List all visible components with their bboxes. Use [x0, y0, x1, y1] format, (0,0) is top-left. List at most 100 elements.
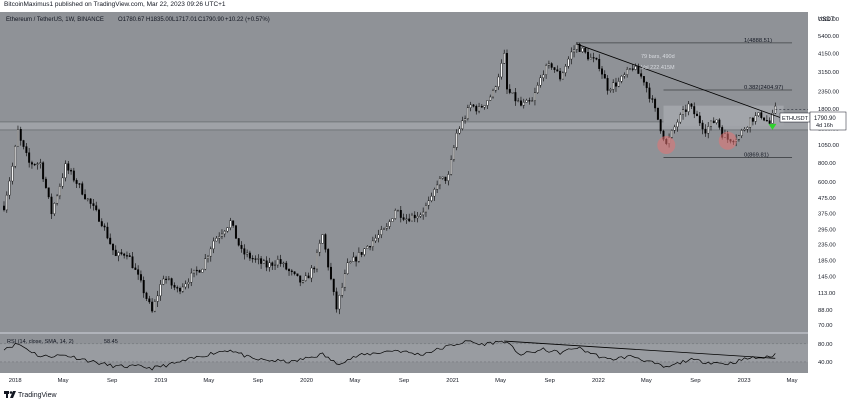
candle-body-17: [50, 196, 53, 215]
candle-body-98: [276, 259, 279, 266]
candle-body-38: [109, 237, 112, 245]
price-tick-10: 475.00: [818, 196, 836, 202]
last-price-box: [809, 111, 847, 131]
candle-body-143: [402, 217, 405, 220]
candle-body-11: [33, 163, 36, 166]
drawing-layer: [576, 43, 808, 155]
candle-body-245: [687, 103, 690, 112]
time-axis[interactable]: 2018 May Sep 2019 May Sep 2020 May Sep 2021 May Sep…: [9, 378, 798, 384]
time-tick-6: 2020: [300, 378, 313, 384]
time-axis-background: [0, 373, 808, 388]
last-price-value: 1790.90: [814, 116, 836, 122]
candle-body-41: [117, 252, 120, 257]
fib-label-1: 0.382(2404.97): [744, 85, 783, 91]
candle-body-96: [271, 262, 274, 266]
candle-body-239: [670, 130, 673, 138]
candle-body-59: [167, 278, 170, 280]
candle-body-191: [536, 84, 539, 93]
candle-body-171: [480, 106, 483, 108]
candle-body-274: [768, 120, 771, 124]
time-tick-8: Sep: [399, 378, 409, 384]
candle-body-58: [165, 278, 168, 281]
candle-body-115: [324, 234, 327, 250]
candle-body-105: [296, 273, 299, 276]
candle-body-241: [676, 121, 679, 128]
price-tick-3: 3150.00: [818, 70, 839, 76]
price-tick-8: 800.00: [818, 161, 836, 167]
rsi-divergence-line: [504, 340, 776, 359]
candle-body-135: [380, 229, 383, 236]
candle-body-57: [162, 278, 165, 285]
candle-body-35: [100, 221, 103, 227]
candle-body-155: [436, 184, 439, 190]
candle-body-73: [207, 255, 209, 259]
candle-body-114: [321, 234, 324, 244]
candle-body-196: [550, 63, 553, 68]
candle-body-56: [159, 284, 162, 297]
candle-body-111: [313, 267, 316, 270]
candle-body-194: [545, 65, 548, 76]
candle-body-221: [620, 75, 623, 82]
candle-body-124: [349, 261, 352, 263]
candle-body-210: [589, 57, 592, 60]
candle-body-81: [229, 220, 232, 228]
candle-body-37: [106, 226, 109, 239]
price-tick-17: 88.00: [818, 308, 833, 314]
price-tick-4: 2350.00: [818, 90, 839, 96]
candle-body-70: [198, 270, 201, 273]
candle-body-5: [17, 129, 19, 147]
candle-body-212: [595, 57, 598, 60]
candle-body-163: [458, 128, 461, 134]
candle-body-225: [631, 68, 634, 70]
candle-body-266: [746, 127, 749, 130]
candle-body-233: [654, 98, 657, 109]
candle-body-76: [215, 237, 218, 242]
candle-body-263: [737, 135, 740, 140]
candle-body-139: [391, 218, 394, 222]
candle-body-252: [707, 126, 710, 134]
candle-body-107: [302, 280, 304, 283]
candle-body-138: [388, 221, 391, 227]
candle-body-144: [405, 218, 408, 220]
candle-body-246: [690, 103, 693, 107]
candle-body-152: [427, 200, 430, 206]
candle-body-218: [612, 82, 615, 90]
candle-body-150: [422, 211, 425, 216]
price-chart[interactable]: Ethereum / TetherUS, 1W, BINANCE O1780.6…: [0, 12, 850, 388]
candle-body-18: [53, 203, 56, 215]
candle-body-224: [628, 68, 631, 70]
candle-body-61: [173, 285, 176, 288]
candle-body-230: [645, 81, 648, 89]
candle-body-160: [450, 159, 453, 175]
candle-body-215: [603, 74, 606, 79]
time-tick-12: 2022: [592, 378, 605, 384]
candle-body-95: [268, 262, 271, 268]
candle-body-12: [36, 163, 39, 165]
candle-body-99: [279, 259, 282, 264]
candle-body-229: [642, 76, 645, 83]
candle-body-141: [397, 210, 399, 212]
candle-body-129: [363, 248, 366, 255]
candle-body-183: [514, 92, 517, 102]
candle-body-45: [128, 255, 131, 257]
range-box: [663, 105, 784, 126]
candle-body-133: [374, 237, 377, 242]
candle-body-253: [710, 120, 712, 127]
chart-header: BitcoinMaximus1 published on TradingView…: [0, 0, 850, 12]
candle-body-162: [455, 132, 458, 148]
candle-body-78: [220, 233, 223, 237]
rsi-tick-1: 40.00: [818, 360, 833, 366]
publish-info: BitcoinMaximus1 published on TradingView…: [4, 1, 226, 8]
time-tick-2: Sep: [107, 378, 117, 384]
candle-body-22: [64, 163, 67, 179]
bar-countdown: 4d 16h: [816, 123, 833, 129]
candle-body-83: [234, 225, 237, 239]
price-tick-11: 375.00: [818, 211, 836, 217]
candle-body-242: [679, 114, 682, 123]
candle-body-68: [193, 269, 195, 274]
candle-body-109: [307, 275, 310, 279]
time-tick-14: Sep: [690, 378, 700, 384]
measure-volume: Vol 222.415M: [641, 65, 675, 71]
time-tick-7: May: [349, 378, 360, 384]
candle-body-159: [447, 174, 450, 181]
